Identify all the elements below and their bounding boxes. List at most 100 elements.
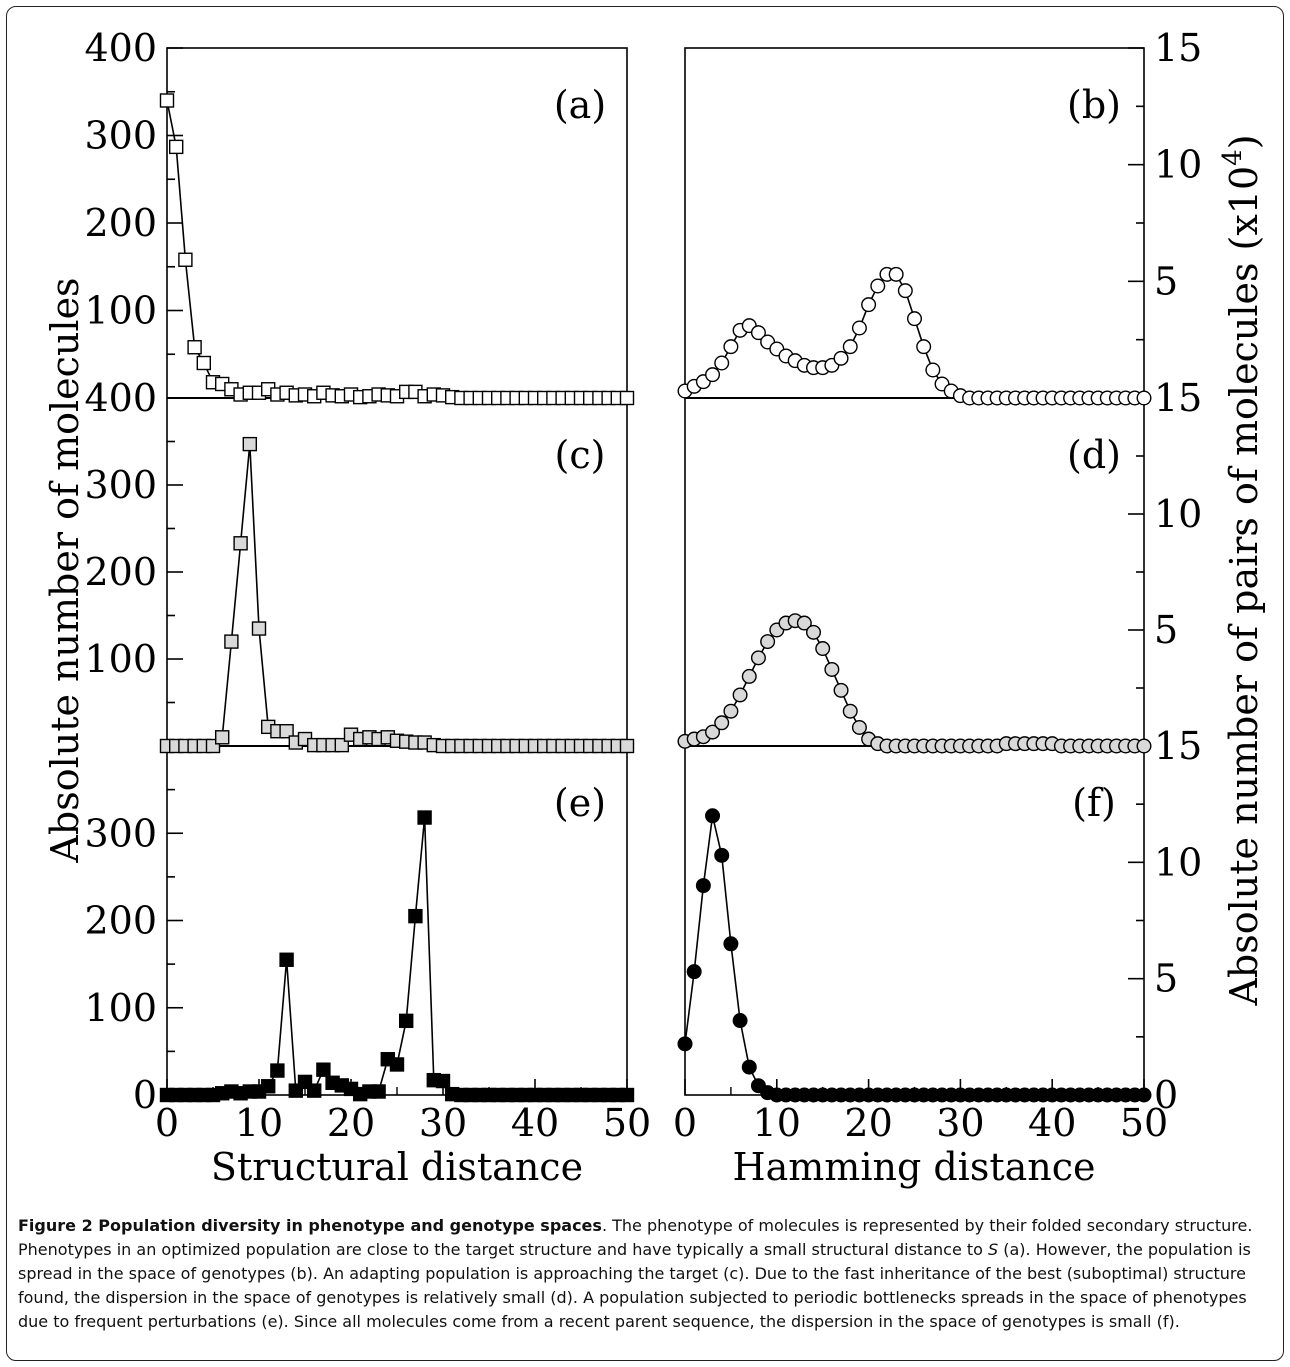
data-point-d	[842, 703, 858, 719]
data-point-f	[1136, 1087, 1152, 1103]
left-x-tick-label: 10	[235, 1101, 283, 1145]
right-x-tick-label: 20	[844, 1101, 892, 1145]
data-point-d	[833, 682, 849, 698]
data-point-c	[242, 436, 258, 452]
data-point-d	[705, 724, 721, 740]
data-point-d	[806, 624, 822, 640]
caption-target-symbol: S	[988, 1240, 999, 1259]
figure-frame	[6, 6, 1284, 1361]
data-point-a	[196, 355, 212, 371]
data-point-d	[824, 661, 840, 677]
data-point-a	[159, 93, 175, 108]
right-x-tick-label: 30	[936, 1101, 984, 1145]
data-point-f	[705, 808, 721, 824]
data-point-e	[435, 1073, 451, 1089]
series-line-f	[684, 815, 1144, 1096]
data-point-b	[723, 339, 739, 355]
chart: 0 10 20 30 40 50 0 10 20 30 40 50400300200100400300…	[43, 26, 1266, 1189]
data-point-f	[686, 964, 702, 980]
data-point-f	[677, 1036, 693, 1052]
data-point-f	[741, 1059, 757, 1075]
data-point-b	[705, 367, 721, 383]
data-point-e	[389, 1057, 405, 1072]
right-x-axis-title: Hamming distance	[732, 1145, 1095, 1189]
data-point-b	[888, 266, 904, 282]
left-y-tick-label: 400	[84, 26, 157, 70]
data-point-a	[178, 252, 193, 267]
data-point-d	[760, 634, 776, 650]
right-x-tick-label: 40	[1028, 1101, 1076, 1145]
data-point-b	[714, 355, 730, 371]
panel-label-f: (f)	[1072, 781, 1116, 825]
data-point-e	[399, 1013, 414, 1029]
left-x-tick-label: 40	[511, 1101, 559, 1145]
label-layer: 0 10 20 30 40 50 0 10 20 30 40 50400300200100400300…	[43, 26, 1266, 1189]
data-point-b	[870, 278, 886, 294]
caption-rest: (a). However, the population is spread i…	[18, 1240, 1251, 1331]
data-point-d	[815, 641, 831, 657]
data-point-b	[1136, 390, 1152, 406]
data-point-f	[723, 936, 739, 952]
data-point-d	[1136, 738, 1152, 754]
left-x-tick-label: 20	[327, 1101, 375, 1145]
right-y-tick-label: 10	[1154, 143, 1202, 187]
left-y-tick-label: 200	[84, 899, 157, 943]
axes-layer	[166, 47, 1145, 1096]
data-point-f	[714, 847, 730, 863]
panel-label-a: (a)	[554, 83, 606, 127]
data-point-f	[695, 878, 711, 894]
left-y-tick-label: 0	[133, 1073, 157, 1117]
data-point-e	[417, 810, 432, 825]
data-layer	[159, 93, 1152, 1103]
data-point-e	[371, 1084, 386, 1099]
data-point-b	[833, 350, 849, 366]
right-axes-frame	[684, 47, 1145, 1096]
left-y-tick-label: 100	[84, 289, 157, 333]
data-point-d	[714, 715, 730, 731]
data-point-e	[619, 1087, 635, 1103]
right-y-tick-label: 5	[1154, 259, 1178, 303]
right-y-axis-title: Absolute number of pairs of molecules (x…	[1218, 134, 1266, 1006]
data-point-c	[233, 536, 248, 551]
data-point-e	[316, 1062, 331, 1077]
right-y-tick-label: 15	[1154, 376, 1202, 420]
right-x-tick-label: 10	[753, 1101, 801, 1145]
left-x-tick-label: 0	[155, 1101, 179, 1145]
data-point-e	[261, 1079, 276, 1094]
series-line-a	[166, 100, 627, 399]
right-x-tick-label: 0	[673, 1101, 697, 1145]
caption-title: Figure 2 Population diversity in phenoty…	[18, 1216, 602, 1235]
left-y-tick-label: 200	[84, 550, 157, 594]
left-y-tick-label: 400	[84, 376, 157, 420]
right-x-tick-label: 50	[1120, 1101, 1168, 1145]
data-point-e	[307, 1083, 322, 1098]
series-line-e	[167, 817, 627, 1096]
data-point-a	[619, 390, 635, 406]
data-point-d	[732, 687, 748, 703]
panel-label-e: (e)	[554, 781, 606, 825]
left-y-tick-label: 300	[84, 463, 157, 507]
series-line-d	[684, 619, 1144, 747]
panel-label-d: (d)	[1067, 433, 1121, 477]
data-point-c	[619, 738, 635, 754]
data-point-b	[916, 339, 932, 355]
data-point-d	[723, 703, 739, 719]
data-point-b	[861, 297, 877, 313]
data-point-d	[796, 615, 812, 631]
data-point-a	[187, 340, 202, 355]
data-point-b	[851, 320, 867, 336]
right-y-tick-label: 5	[1154, 957, 1178, 1001]
right-y-tick-label: 15	[1154, 724, 1202, 768]
caption-body: . The phenotype of molecules is represen…	[18, 1216, 1253, 1259]
data-point-d	[851, 719, 867, 735]
data-point-c	[224, 634, 239, 649]
data-point-d	[741, 668, 757, 684]
panel-label-b: (b)	[1067, 83, 1121, 127]
data-point-a	[168, 139, 184, 155]
left-y-tick-label: 300	[84, 114, 157, 158]
data-point-c	[279, 724, 294, 739]
right-y-tick-label: 5	[1154, 608, 1178, 652]
data-point-b	[842, 339, 858, 355]
left-axes-frame	[166, 47, 628, 1096]
right-y-tick-label: 10	[1154, 492, 1202, 536]
